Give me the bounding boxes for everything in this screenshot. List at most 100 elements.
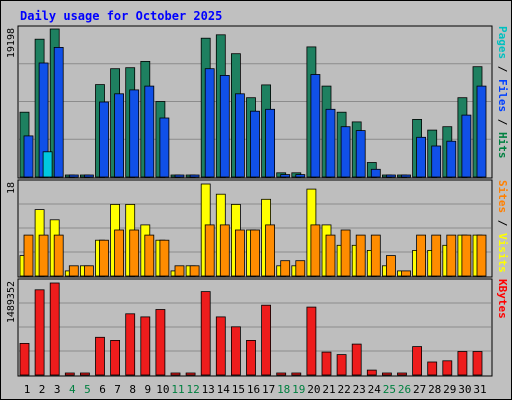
- visits-bar-sites-day-24: [370, 234, 381, 277]
- kbytes-bar-kbytes-day-20: [306, 306, 317, 376]
- kbytes-bar-kbytes-day-5: [80, 372, 90, 376]
- visits-bar-sites-day-7: [114, 229, 124, 277]
- hits-bar-files-day-30: [461, 114, 472, 178]
- day-label-10: 10: [156, 383, 169, 396]
- hits-bar-files-day-7: [114, 93, 124, 178]
- visits-bar-sites-day-21: [325, 234, 336, 277]
- visits-bar-sites-day-14: [219, 224, 230, 277]
- kbytes-bar-kbytes-day-11: [170, 372, 181, 376]
- kbytes-bar-kbytes-day-22: [336, 354, 347, 376]
- visits-bar-sites-day-16: [250, 229, 260, 277]
- day-label-2: 2: [39, 383, 46, 396]
- visits-bar-sites-day-29: [446, 234, 457, 277]
- hits-bar-files-day-16: [250, 110, 260, 178]
- kbytes-bar-kbytes-day-27: [412, 346, 423, 376]
- day-label-14: 14: [217, 383, 231, 396]
- hits-bar-files-day-9: [144, 85, 155, 178]
- kbytes-bar-kbytes-day-14: [215, 316, 226, 376]
- hits-bar-files-day-12: [189, 174, 200, 178]
- visits-bar-sites-day-9: [144, 234, 155, 277]
- visits-bar-sites-day-18: [280, 260, 291, 277]
- hits-bar-files-day-10: [159, 117, 170, 178]
- kbytes-ymax-label: 1489352: [6, 281, 17, 323]
- hits-right-label: Pages / Files / Hits: [496, 26, 509, 159]
- hits-bar-files-day-8: [129, 89, 140, 178]
- day-label-17: 17: [262, 383, 275, 396]
- kbytes-bar-kbytes-day-13: [200, 291, 211, 376]
- kbytes-bar-kbytes-day-8: [125, 313, 136, 376]
- day-label-30: 30: [458, 383, 471, 396]
- hits-bar-files-day-5: [84, 174, 94, 178]
- kbytes-bar-kbytes-day-2: [34, 289, 45, 376]
- visits-bar-sites-day-1: [23, 234, 34, 277]
- kbytes-bar-kbytes-day-17: [261, 304, 272, 376]
- hits-bar-files-day-14: [219, 75, 230, 178]
- visits-bar-sites-day-5: [84, 265, 94, 277]
- visits-bar-sites-day-13: [204, 224, 215, 277]
- day-label-31: 31: [473, 383, 486, 396]
- kbytes-bar-kbytes-day-25: [381, 372, 392, 376]
- day-label-26: 26: [398, 383, 411, 396]
- visits-bar-sites-day-10: [159, 239, 170, 277]
- kbytes-bar-kbytes-day-12: [185, 372, 196, 376]
- visits-bar-sites-day-23: [355, 234, 366, 277]
- hits-bar-files-day-23: [355, 130, 366, 178]
- hits-bar-files-day-29: [446, 140, 457, 178]
- hits-bar-files-day-20: [310, 74, 321, 178]
- visits-bar-sites-day-19: [295, 260, 306, 277]
- hits-bar-files-day-4: [68, 174, 79, 178]
- kbytes-bar-kbytes-day-10: [155, 309, 166, 376]
- visits-bar-sites-day-31: [476, 234, 487, 277]
- kbytes-bar-kbytes-day-4: [64, 372, 75, 376]
- day-label-29: 29: [443, 383, 456, 396]
- visits-bar-sites-day-28: [431, 234, 442, 277]
- visits-bar-sites-day-11: [174, 265, 185, 277]
- kbytes-bar-kbytes-day-15: [230, 326, 241, 376]
- visits-bar-sites-day-17: [265, 224, 276, 277]
- day-label-4: 4: [69, 383, 76, 396]
- visits-bar-sites-day-15: [234, 229, 245, 277]
- kbytes-bar-kbytes-day-28: [427, 361, 438, 376]
- hits-bar-files-day-25: [385, 174, 396, 178]
- day-label-8: 8: [129, 383, 136, 396]
- day-label-5: 5: [84, 383, 91, 396]
- kbytes-bar-kbytes-day-1: [19, 342, 30, 376]
- day-label-25: 25: [383, 383, 396, 396]
- kbytes-bar-kbytes-day-31: [472, 351, 483, 376]
- kbytes-bar-kbytes-day-24: [366, 369, 377, 376]
- visits-bar-sites-day-22: [340, 229, 351, 277]
- visits-bar-sites-day-8: [129, 229, 140, 277]
- hits-bar-pages-day-2: [42, 151, 53, 178]
- kbytes-bar-kbytes-day-26: [397, 372, 407, 376]
- hits-bar-files-day-31: [476, 85, 487, 178]
- day-label-22: 22: [337, 383, 350, 396]
- kbytes-bar-kbytes-day-29: [442, 360, 453, 376]
- hits-bar-files-day-19: [295, 174, 306, 178]
- hits-bar-files-day-17: [265, 108, 276, 178]
- day-label-6: 6: [99, 383, 106, 396]
- day-label-21: 21: [322, 383, 335, 396]
- hits-bar-files-day-27: [416, 136, 427, 178]
- day-label-23: 23: [353, 383, 366, 396]
- hits-bar-files-day-11: [174, 174, 185, 178]
- hits-bar-files-day-1: [23, 135, 34, 178]
- day-label-27: 27: [413, 383, 426, 396]
- day-label-12: 12: [186, 383, 199, 396]
- kbytes-bar-kbytes-day-19: [291, 372, 302, 376]
- visits-bar-sites-day-2: [38, 234, 49, 277]
- hits-bar-files-day-21: [325, 108, 336, 178]
- hits-bar-files-day-24: [370, 168, 381, 178]
- day-label-9: 9: [144, 383, 151, 396]
- hits-ymax-label: 19198: [6, 28, 17, 58]
- day-label-13: 13: [202, 383, 215, 396]
- day-label-18: 18: [277, 383, 290, 396]
- day-label-19: 19: [292, 383, 305, 396]
- chart-title: Daily usage for October 2025: [20, 9, 222, 23]
- hits-bar-files-day-22: [340, 126, 351, 178]
- visits-bar-sites-day-30: [461, 234, 472, 277]
- day-label-11: 11: [171, 383, 184, 396]
- hits-bar-files-day-26: [401, 174, 411, 178]
- visits-bar-sites-day-6: [99, 239, 109, 277]
- day-label-7: 7: [114, 383, 121, 396]
